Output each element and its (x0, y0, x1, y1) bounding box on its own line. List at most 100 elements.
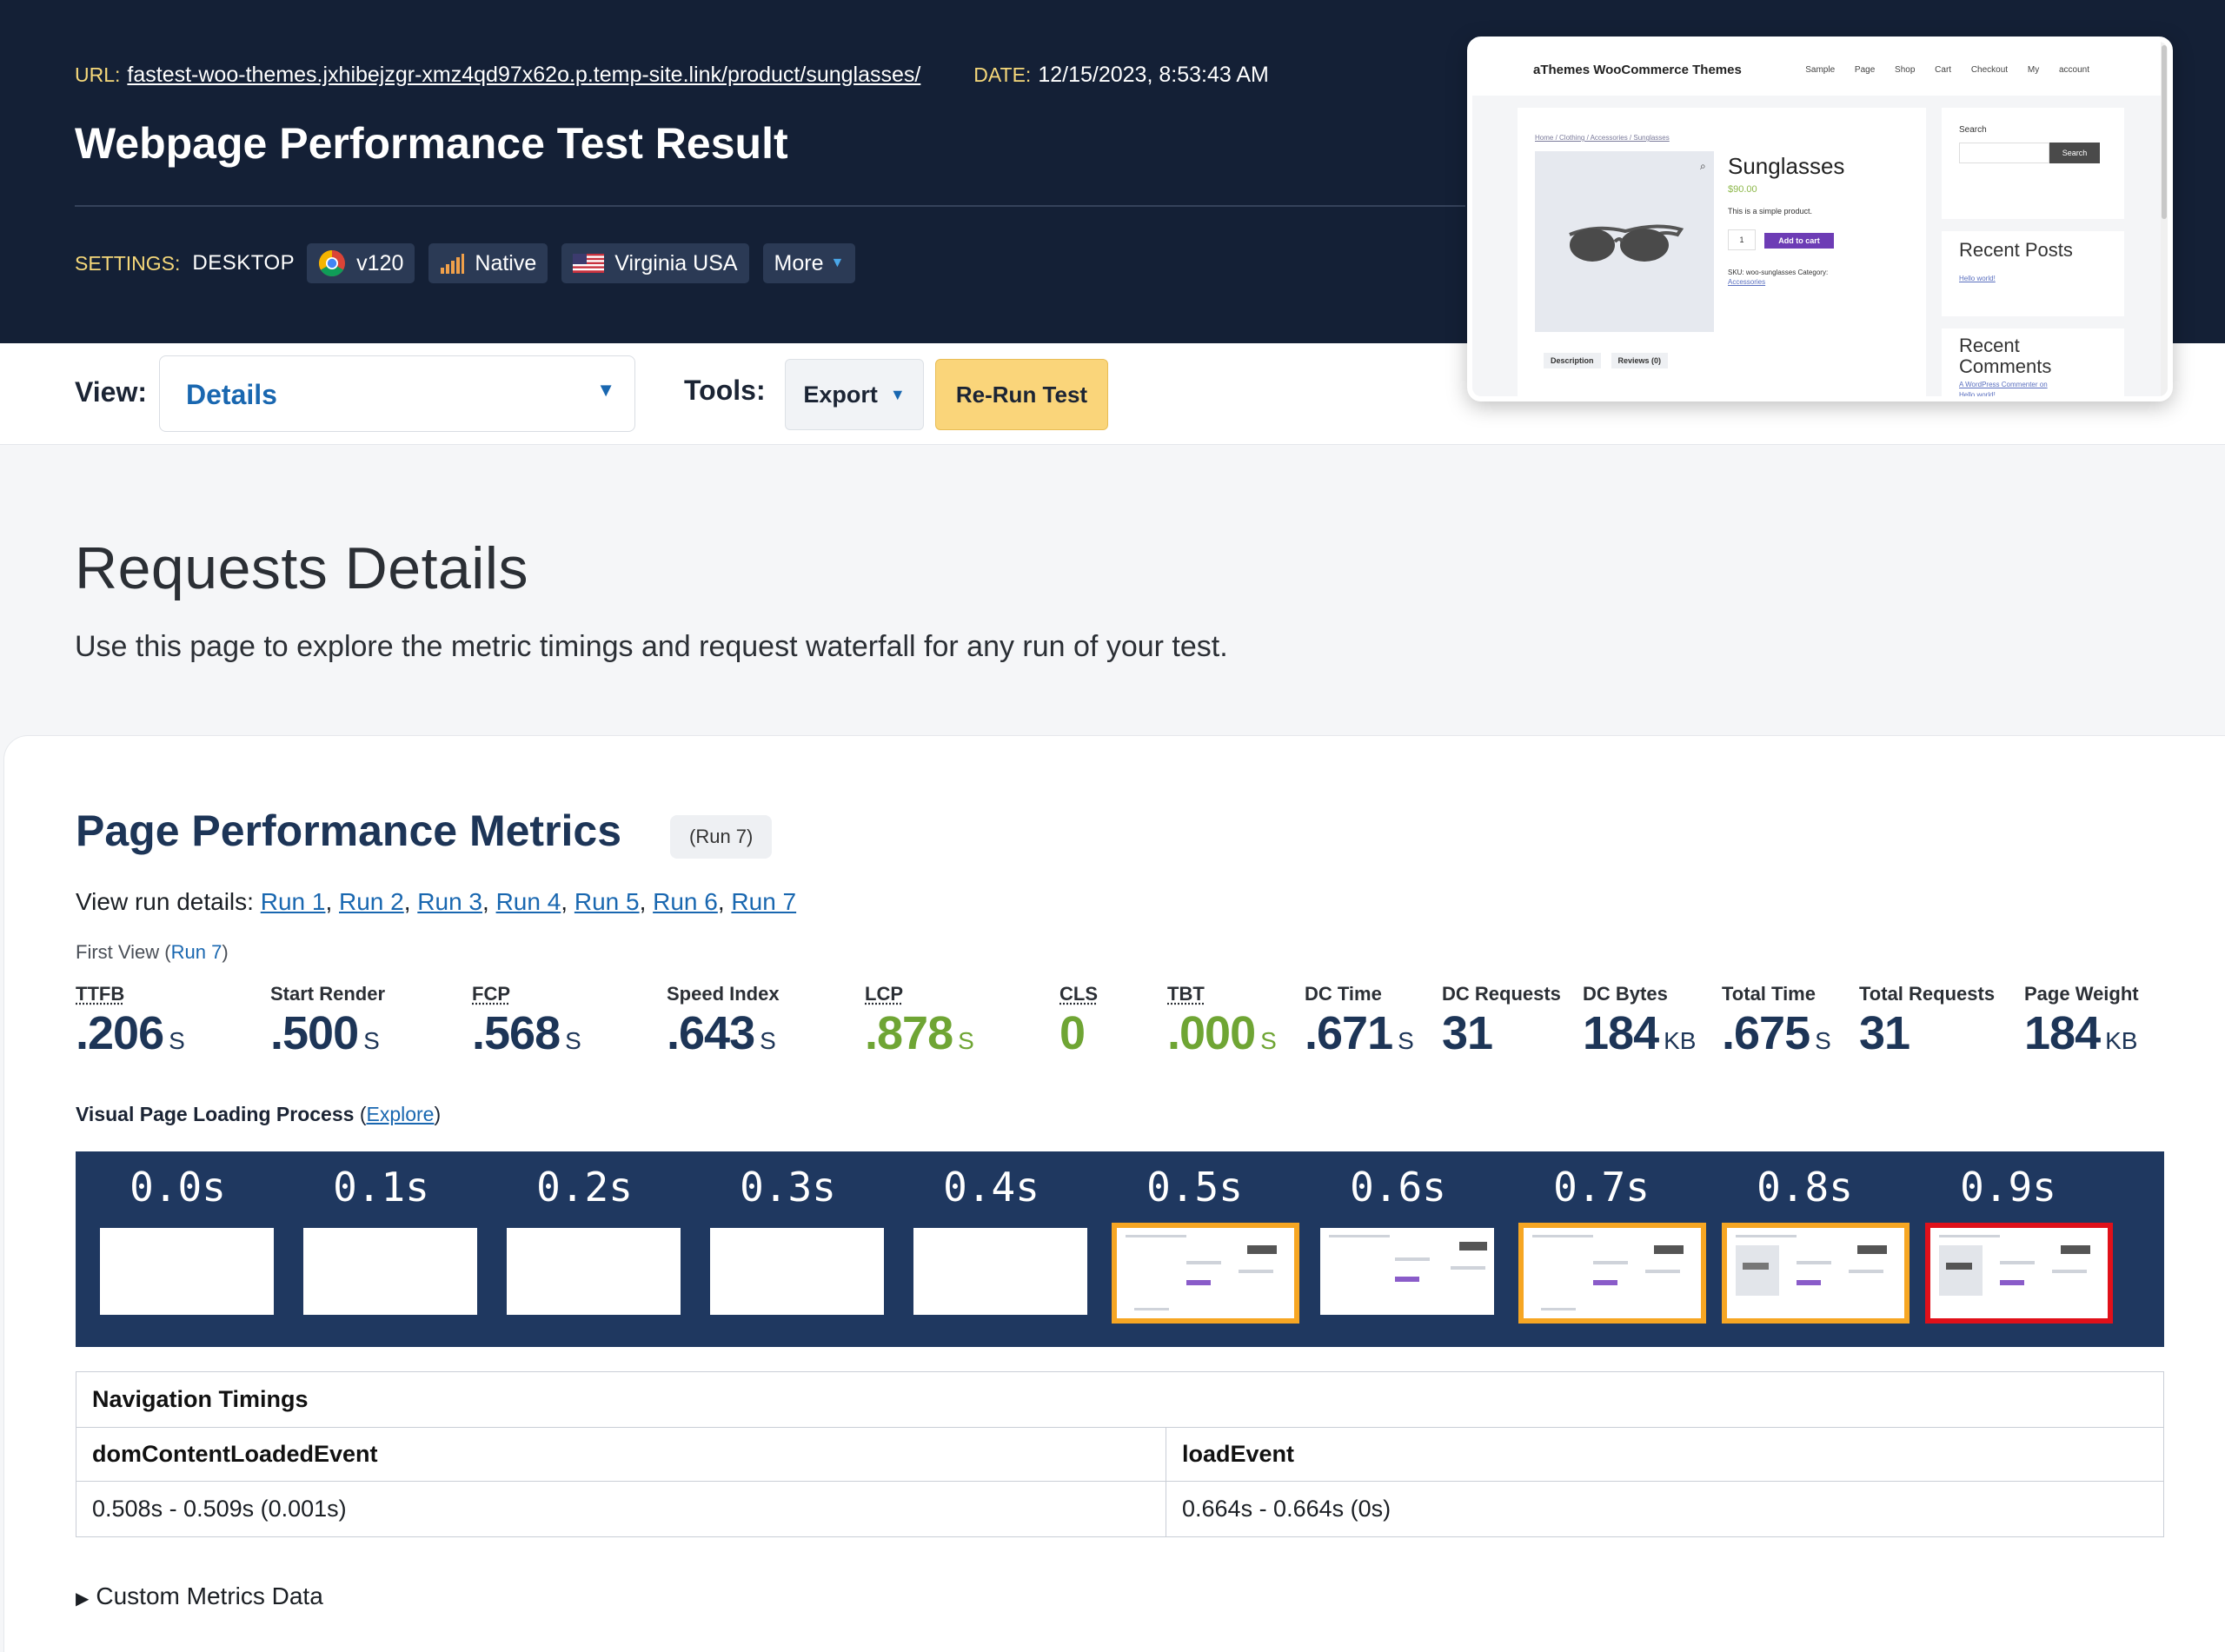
settings-label: SETTINGS: (75, 251, 181, 275)
metric-dc-requests: DC Requests 31 (1442, 983, 1561, 1067)
device-setting: DESKTOP (192, 251, 296, 275)
thumb-post-link: Hello world! (1959, 275, 1996, 282)
date-label: DATE: (973, 63, 1032, 86)
metric-unit: S (1260, 1027, 1277, 1054)
metric-label: LCP (865, 983, 903, 1005)
run-link-1[interactable]: Run 1 (260, 888, 326, 915)
frame-time: 0.5s (1146, 1164, 1243, 1211)
more-label: More (774, 250, 824, 275)
frame-thumbnail (1320, 1228, 1494, 1315)
metric-value: 0 (1059, 1007, 1086, 1059)
metric-label: TTFB (76, 983, 125, 1005)
frame-time: 0.1s (333, 1164, 429, 1211)
custom-metrics-label: Custom Metrics Data (96, 1582, 323, 1609)
frame-thumbnail (100, 1228, 274, 1315)
metric-cls: CLS 0 (1059, 983, 1098, 1067)
signal-bars-icon (440, 253, 465, 274)
run-badge: (Run 7) (670, 815, 773, 859)
test-location: Virginia USA (614, 250, 738, 275)
first-view-label: First View (Run 7) (76, 941, 229, 963)
thumb-product-name: Sunglasses (1728, 153, 1845, 179)
metric-unit: KB (1664, 1027, 1697, 1054)
metric-ttfb: TTFB .206 S (76, 983, 185, 1067)
thumb-tabs: Description Reviews (0) (1544, 353, 1669, 368)
first-view-run-link[interactable]: Run 7 (170, 941, 222, 963)
explore-link[interactable]: Explore (366, 1103, 435, 1125)
thumb-add-to-cart: Add to cart (1764, 233, 1834, 249)
dom-content-loaded-header: domContentLoadedEvent (76, 1427, 1166, 1482)
caret-down-icon: ▼ (889, 385, 906, 403)
metric-total-time: Total Time .675 S (1722, 983, 1831, 1067)
thumb-recent-comments: Recent Comments (1959, 335, 2052, 377)
run-link-5[interactable]: Run 5 (574, 888, 640, 915)
frame-time: 0.3s (740, 1164, 836, 1211)
metric-label: DC Time (1305, 983, 1382, 1005)
metrics-title: Page Performance Metrics (76, 806, 622, 855)
frame-time: 0.9s (1960, 1164, 2056, 1211)
metric-unit: S (169, 1027, 185, 1054)
thumb-price: $90.00 (1728, 184, 1757, 195)
load-event-value: 0.664s - 0.664s (0s) (1166, 1481, 2164, 1537)
connection-chip[interactable]: Native (428, 243, 548, 283)
frame-thumbnail (1518, 1223, 1706, 1324)
page-screenshot-thumbnail[interactable]: aThemes WooCommerce Themes Sample Page S… (1467, 36, 2173, 401)
thumb-qty: 1 (1728, 229, 1756, 250)
run-link-3[interactable]: Run 3 (417, 888, 482, 915)
view-select[interactable]: Details ▼ (159, 355, 635, 432)
run-link-6[interactable]: Run 6 (653, 888, 718, 915)
metric-value: 31 (1442, 1007, 1493, 1059)
metric-value: .000 (1167, 1007, 1256, 1059)
metric-dc-bytes: DC Bytes 184 KB (1583, 983, 1696, 1067)
url-label: URL: (75, 63, 121, 86)
metric-value: .206 (76, 1007, 164, 1059)
caret-down-icon: ▼ (596, 379, 615, 401)
sunglasses-icon (1569, 224, 1684, 262)
run-link-7[interactable]: Run 7 (731, 888, 797, 915)
metric-fcp: FCP .568 S (472, 983, 581, 1067)
frame-time: 0.4s (943, 1164, 1039, 1211)
page-description: Use this page to explore the metric timi… (75, 630, 1228, 663)
browser-chip[interactable]: v120 (307, 243, 415, 283)
metric-lcp: LCP .878 S (865, 983, 974, 1067)
frame-time: 0.0s (130, 1164, 226, 1211)
metric-label: Start Render (270, 983, 386, 1005)
metric-dc-time: DC Time .671 S (1305, 983, 1414, 1067)
page-title: Requests Details (75, 535, 529, 601)
metric-unit: S (760, 1027, 776, 1054)
run-details-links: View run details: Run 1, Run 2, Run 3, R… (76, 888, 797, 915)
metric-value: .500 (270, 1007, 359, 1059)
metric-value: 184 (2024, 1007, 2101, 1059)
performance-metrics-card: Page Performance Metrics (Run 7) View ru… (3, 735, 2225, 1652)
metric-label: DC Requests (1442, 983, 1561, 1005)
custom-metrics-toggle[interactable]: ▶ Custom Metrics Data (76, 1582, 323, 1610)
visual-loading-label: Visual Page Loading Process (Explore) (76, 1103, 442, 1125)
thumb-recent-posts: Recent Posts (1959, 239, 2073, 261)
metric-value: 31 (1859, 1007, 1910, 1059)
frame-time: 0.8s (1757, 1164, 1853, 1211)
rerun-test-button[interactable]: Re-Run Test (935, 359, 1108, 430)
metric-value: .643 (667, 1007, 755, 1059)
metric-label: FCP (472, 983, 510, 1005)
frame-thumbnail (507, 1228, 681, 1315)
metric-unit: S (958, 1027, 974, 1054)
thumb-menu: Sample Page Shop Cart Checkout My accoun… (1805, 65, 2089, 75)
thumb-search-label: Search (1959, 125, 1987, 135)
location-chip[interactable]: Virginia USA (561, 243, 749, 283)
header-divider (75, 205, 1465, 207)
caret-down-icon: ▼ (830, 255, 845, 270)
connection-type: Native (475, 250, 537, 275)
view-selected-value: Details (186, 379, 277, 410)
run-link-4[interactable]: Run 4 (495, 888, 561, 915)
run-link-2[interactable]: Run 2 (339, 888, 404, 915)
export-button[interactable]: Export ▼ (785, 359, 924, 430)
thumb-product-image: ⌕ (1535, 151, 1714, 332)
metric-label: Speed Index (667, 983, 780, 1005)
metric-value: 184 (1583, 1007, 1659, 1059)
metric-page-weight: Page Weight 184 KB (2024, 983, 2139, 1067)
tested-url-link[interactable]: fastest-woo-themes.jxhibejzgr-xmz4qd97x6… (127, 63, 921, 87)
metric-label: Total Requests (1859, 983, 1996, 1005)
frame-time: 0.7s (1553, 1164, 1650, 1211)
filmstrip[interactable]: 0.0s 0.1s 0.2s 0.3s 0.4s 0.5s 0.6s (76, 1151, 2164, 1347)
more-settings-button[interactable]: More ▼ (762, 243, 856, 283)
frame-thumbnail (1722, 1223, 1910, 1324)
